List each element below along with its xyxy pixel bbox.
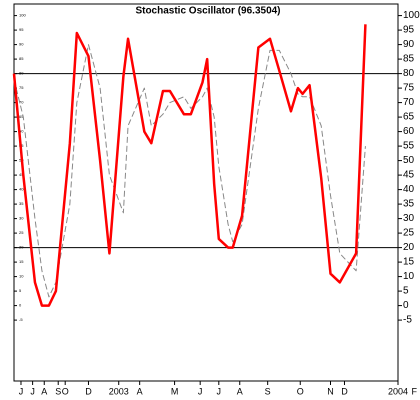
x-tick-label: S — [55, 386, 61, 396]
chart-title: Stochastic Oscillator (96.3504) — [135, 6, 280, 17]
y-tick-label: 95 — [403, 25, 415, 36]
y-tick-label: 65 — [403, 112, 415, 123]
y-tick-label-left: 70 — [19, 100, 24, 105]
y-tick-label: 40 — [403, 184, 415, 195]
y-tick-label-left: 60 — [19, 129, 24, 134]
x-tick-label: J — [19, 386, 24, 396]
y-tick-label-left: 35 — [19, 201, 24, 206]
y-tick-label: 75 — [403, 83, 415, 94]
x-tick-label: A — [41, 386, 47, 396]
y-tick-label: 70 — [403, 97, 415, 108]
x-tick-label: D — [341, 386, 348, 396]
y-tick-label-left: 90 — [19, 42, 24, 47]
y-tick-label: 85 — [403, 54, 415, 65]
y-tick-label: 45 — [403, 170, 415, 181]
y-tick-label-left: 30 — [19, 216, 24, 221]
y-tick-label-left: 15 — [19, 259, 24, 264]
x-tick-label: S — [265, 386, 271, 396]
y-tick-label: 15 — [403, 257, 415, 268]
y-tick-label: 55 — [403, 141, 415, 152]
x-tick-label: F — [412, 386, 418, 396]
y-tick-label-left: 100 — [19, 13, 26, 18]
x-tick-label: M — [171, 386, 179, 396]
x-tick-label: J — [198, 386, 203, 396]
y-tick-label: 50 — [403, 155, 415, 166]
x-tick-label: O — [62, 386, 69, 396]
y-tick-label-left: 0 — [19, 303, 22, 308]
y-tick-label-left: 95 — [19, 27, 24, 32]
y-tick-label-left: 5 — [19, 288, 22, 293]
x-tick-label: D — [85, 386, 92, 396]
x-tick-label: 2003 — [109, 386, 129, 396]
x-tick-label: 2004 — [388, 386, 408, 396]
y-tick-label-left: -5 — [19, 317, 23, 322]
y-tick-label: -5 — [403, 315, 412, 326]
y-tick-label-left: 75 — [19, 85, 24, 90]
x-tick-label: J — [30, 386, 35, 396]
y-tick-label: 5 — [403, 286, 409, 297]
y-tick-label-left: 40 — [19, 187, 24, 192]
y-tick-label-left: 45 — [19, 172, 24, 177]
y-tick-label: 100 — [403, 10, 420, 21]
y-tick-label: 35 — [403, 199, 415, 210]
x-tick-label: A — [237, 386, 243, 396]
y-tick-label-left: 85 — [19, 56, 24, 61]
d-line — [13, 44, 366, 298]
y-tick-label: 10 — [403, 271, 415, 282]
x-tick-label: O — [297, 386, 304, 396]
y-tick-label-left: 25 — [19, 230, 24, 235]
y-tick-label: 80 — [403, 68, 415, 79]
y-tick-label: 90 — [403, 39, 415, 50]
x-tick-label: N — [327, 386, 334, 396]
x-tick-label: A — [137, 386, 143, 396]
k-line — [12, 24, 367, 307]
y-tick-label: 20 — [403, 242, 415, 253]
y-tick-label-left: 65 — [19, 114, 24, 119]
y-tick-label-left: 10 — [19, 274, 24, 279]
y-tick-label: 0 — [403, 300, 409, 311]
y-tick-label: 30 — [403, 213, 415, 224]
y-tick-label: 25 — [403, 228, 415, 239]
x-tick-label: J — [217, 386, 222, 396]
y-tick-label: 60 — [403, 126, 415, 137]
